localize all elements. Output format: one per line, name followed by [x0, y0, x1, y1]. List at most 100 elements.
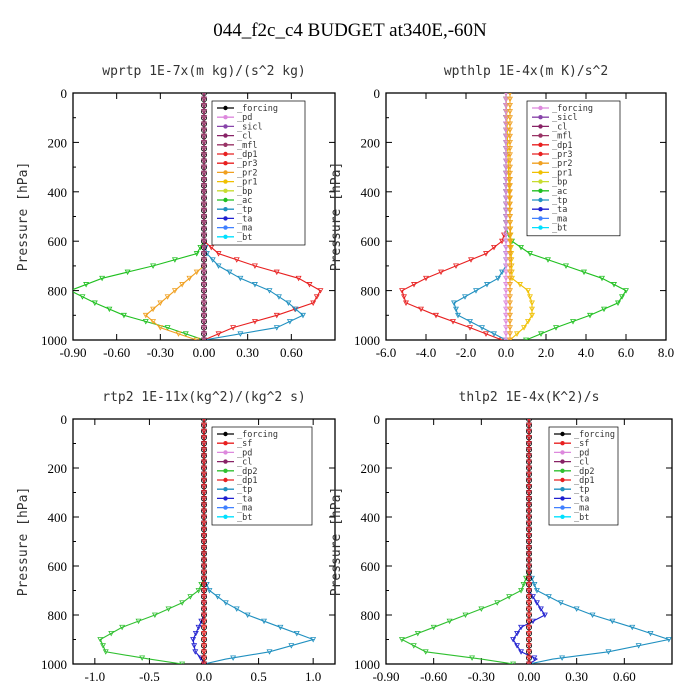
series-marker-ac [106, 306, 113, 313]
series-marker-mfl [201, 207, 207, 214]
x-tick-label: -0.30 [468, 669, 495, 684]
panel-title: wprtp 1E-7x(m kg)/(s^2 kg) [102, 64, 306, 79]
series-marker-sf [526, 630, 532, 637]
series-marker-sf [201, 618, 207, 625]
legend-label: _ma [237, 224, 252, 234]
legend-marker-pr2 [538, 161, 543, 166]
series-marker-pr2 [507, 220, 513, 226]
series-marker-sf [201, 490, 207, 496]
series-marker-mfl [201, 195, 207, 202]
series-marker-mfl [201, 288, 207, 294]
series-marker-ac [599, 275, 605, 282]
series-marker-mfl [201, 244, 207, 251]
series-marker-ac [619, 294, 625, 300]
series-marker-pr1 [525, 319, 531, 325]
series-marker-ac [538, 331, 544, 337]
series-marker-mfl [201, 232, 207, 239]
series-marker-tp [206, 588, 213, 594]
series-marker-sf [201, 502, 207, 508]
series-marker-sf [526, 428, 532, 435]
figure-title: 044_f2c_c4 BUDGET at340E,-60N [213, 20, 487, 41]
series-marker-pr2 [507, 325, 513, 331]
legend-marker-bt [538, 225, 543, 230]
series-marker-dp1 [483, 251, 489, 257]
series-marker-sf [201, 649, 207, 655]
series-marker-dp2 [414, 630, 421, 637]
chart-panel-2: wpthlp 1E-4x(m K)/s^2 Pressure [hPa] 0 200 4… [329, 64, 674, 360]
series-marker-mfl [201, 306, 207, 313]
series-marker-sf [526, 563, 532, 570]
x-tick-label: 0.0 [196, 669, 212, 684]
series-marker-pr2 [507, 164, 513, 171]
series-marker-ac [99, 275, 106, 282]
series-marker-pd [503, 331, 509, 337]
legend-marker-cl [223, 459, 228, 464]
y-tick-label: 600 [48, 559, 68, 574]
series-marker-dp2 [478, 606, 485, 612]
series-marker-pd [503, 306, 509, 313]
legend-marker-bp [223, 188, 228, 193]
series-marker-dp2 [494, 600, 501, 606]
series-line-pr2 [144, 93, 205, 340]
series-marker-tp [665, 637, 672, 643]
series-marker-tp [293, 630, 300, 637]
series-marker-pr2 [507, 306, 513, 313]
legend-marker-sicl [538, 115, 543, 120]
series-marker-pr2 [507, 177, 513, 183]
y-tick-label: 800 [361, 608, 381, 623]
legend-label: _cl [237, 132, 252, 142]
legend-label: _mfl [237, 141, 257, 151]
series-marker-pr2 [507, 288, 513, 294]
series-marker-pr2 [507, 195, 513, 202]
legend-label: _sicl [237, 122, 263, 132]
series-marker-tp [230, 655, 237, 661]
series-marker-mfl [201, 96, 207, 103]
series-marker-ac [581, 269, 587, 276]
chart-panel-1: wprtp 1E-7x(m kg)/(s^2 kg) Pressure [hPa]… [16, 64, 336, 360]
series-marker-pr2 [507, 238, 513, 245]
series-marker-tp [451, 300, 457, 306]
legend-label: _bp [552, 178, 567, 188]
series-marker-sf [526, 637, 532, 643]
series-marker-sf [201, 508, 207, 514]
series-marker-tp [286, 319, 293, 325]
legend-label: _bt [237, 513, 252, 523]
legend-label: _dp1 [552, 141, 572, 151]
series-marker-ac [587, 312, 593, 319]
series-marker-pd [503, 300, 509, 306]
series-marker-sf [526, 539, 532, 545]
legend-label: _pd [574, 448, 589, 458]
series-marker-pr1 [517, 282, 523, 288]
series-marker-pd [503, 189, 509, 195]
series-marker-mfl [201, 337, 207, 340]
x-tick-label: 0.60 [280, 345, 303, 360]
series-marker-sf [526, 441, 532, 447]
series-marker-pd [503, 294, 509, 300]
legend-label: _cl [552, 122, 567, 132]
series-marker-pr2 [508, 93, 512, 97]
series-marker-dp1 [468, 257, 474, 263]
series-marker-ta [518, 624, 525, 631]
series-marker-sf [201, 496, 207, 502]
series-marker-sf [526, 624, 532, 631]
series-marker-dp2 [469, 655, 476, 661]
series-group [73, 93, 324, 340]
series-marker-dp2 [410, 643, 417, 649]
series-marker-sf [201, 624, 207, 631]
series-marker-tp [495, 275, 501, 282]
series-marker-sf [526, 588, 532, 594]
series-marker-dp2 [195, 588, 202, 594]
legend-marker-pd [538, 105, 543, 111]
series-marker-tp [288, 643, 295, 649]
legend-label: _forcing [552, 104, 593, 114]
series-marker-pr2 [507, 96, 513, 103]
series-marker-sf [201, 588, 207, 594]
legend-label: _bt [574, 513, 589, 523]
series-marker-tp [273, 325, 280, 331]
series-marker-pd [503, 220, 509, 226]
legend-label: _cl [574, 458, 589, 468]
series-marker-dp2 [510, 661, 517, 664]
series-marker-mfl [201, 319, 207, 325]
x-tick-label: -2.0 [456, 345, 477, 360]
series-marker-pd [503, 133, 509, 140]
